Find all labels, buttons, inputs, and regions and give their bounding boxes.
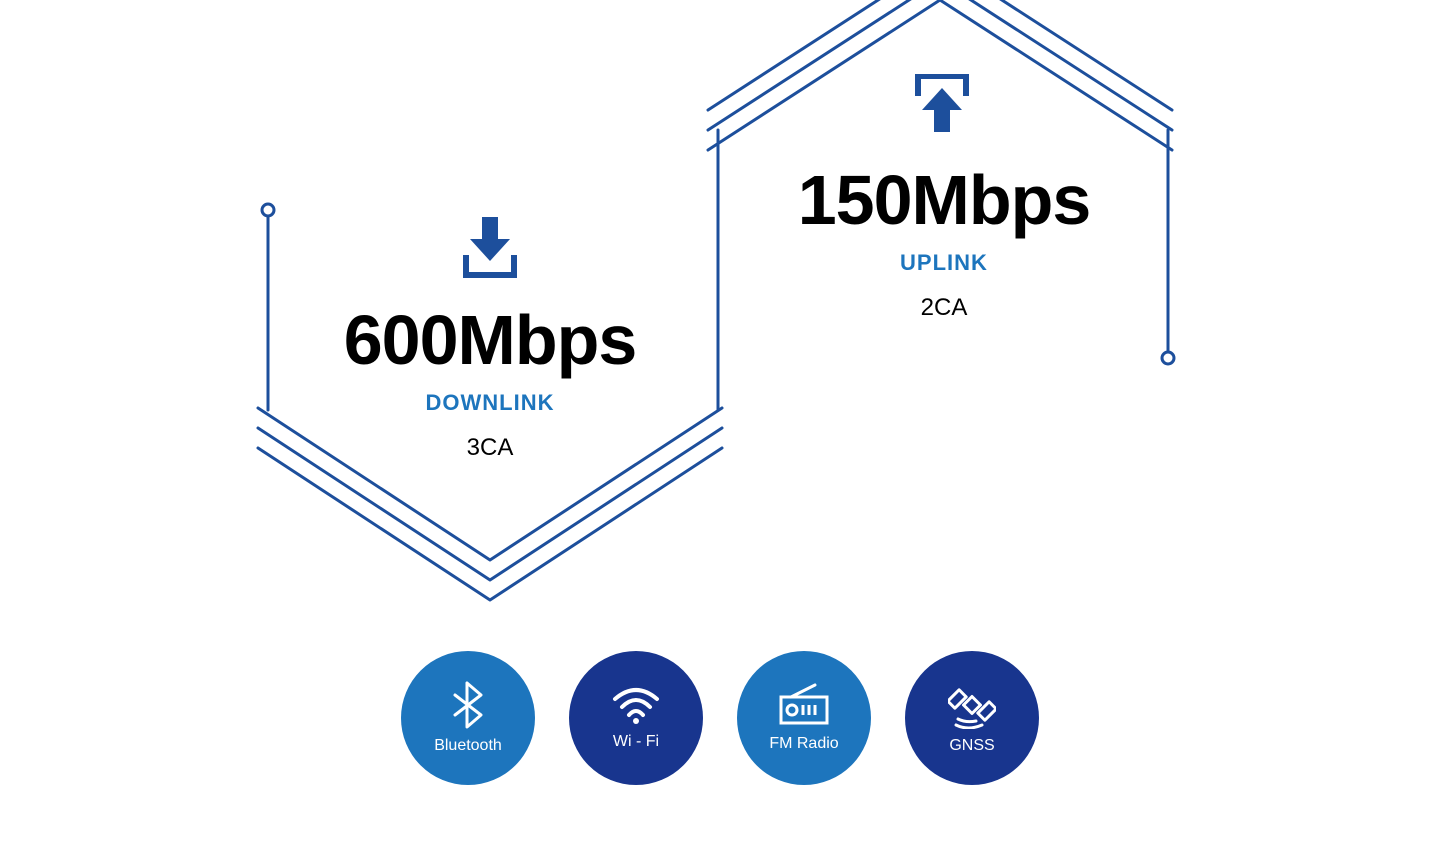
downlink-label: DOWNLINK xyxy=(290,390,690,416)
fmradio-icon xyxy=(777,683,831,727)
bluetooth-icon xyxy=(451,681,485,729)
badge-wifi: Wi - Fi xyxy=(569,651,703,785)
badge-bluetooth-label: Bluetooth xyxy=(434,737,502,755)
badge-fmradio-label: FM Radio xyxy=(769,735,838,753)
badge-bluetooth: Bluetooth xyxy=(401,651,535,785)
badge-wifi-label: Wi - Fi xyxy=(613,733,659,751)
infographic-canvas: 600Mbps DOWNLINK 3CA 150Mbps UPLINK 2CA … xyxy=(0,0,1440,845)
download-icon xyxy=(462,215,518,284)
connectivity-badges: Bluetooth Wi - Fi FM Radio xyxy=(0,651,1440,785)
downlink-ca: 3CA xyxy=(290,434,690,462)
downlink-value: 600Mbps xyxy=(290,300,690,380)
downlink-block: 600Mbps DOWNLINK 3CA xyxy=(290,300,690,462)
badge-gnss: GNSS xyxy=(905,651,1039,785)
badge-fmradio: FM Radio xyxy=(737,651,871,785)
uplink-ca: 2CA xyxy=(744,294,1144,322)
uplink-value: 150Mbps xyxy=(744,160,1144,240)
wifi-icon xyxy=(611,685,661,725)
upload-icon xyxy=(914,74,970,143)
uplink-block: 150Mbps UPLINK 2CA xyxy=(744,160,1144,322)
gnss-icon xyxy=(948,681,996,729)
badge-gnss-label: GNSS xyxy=(949,737,994,755)
uplink-label: UPLINK xyxy=(744,250,1144,276)
